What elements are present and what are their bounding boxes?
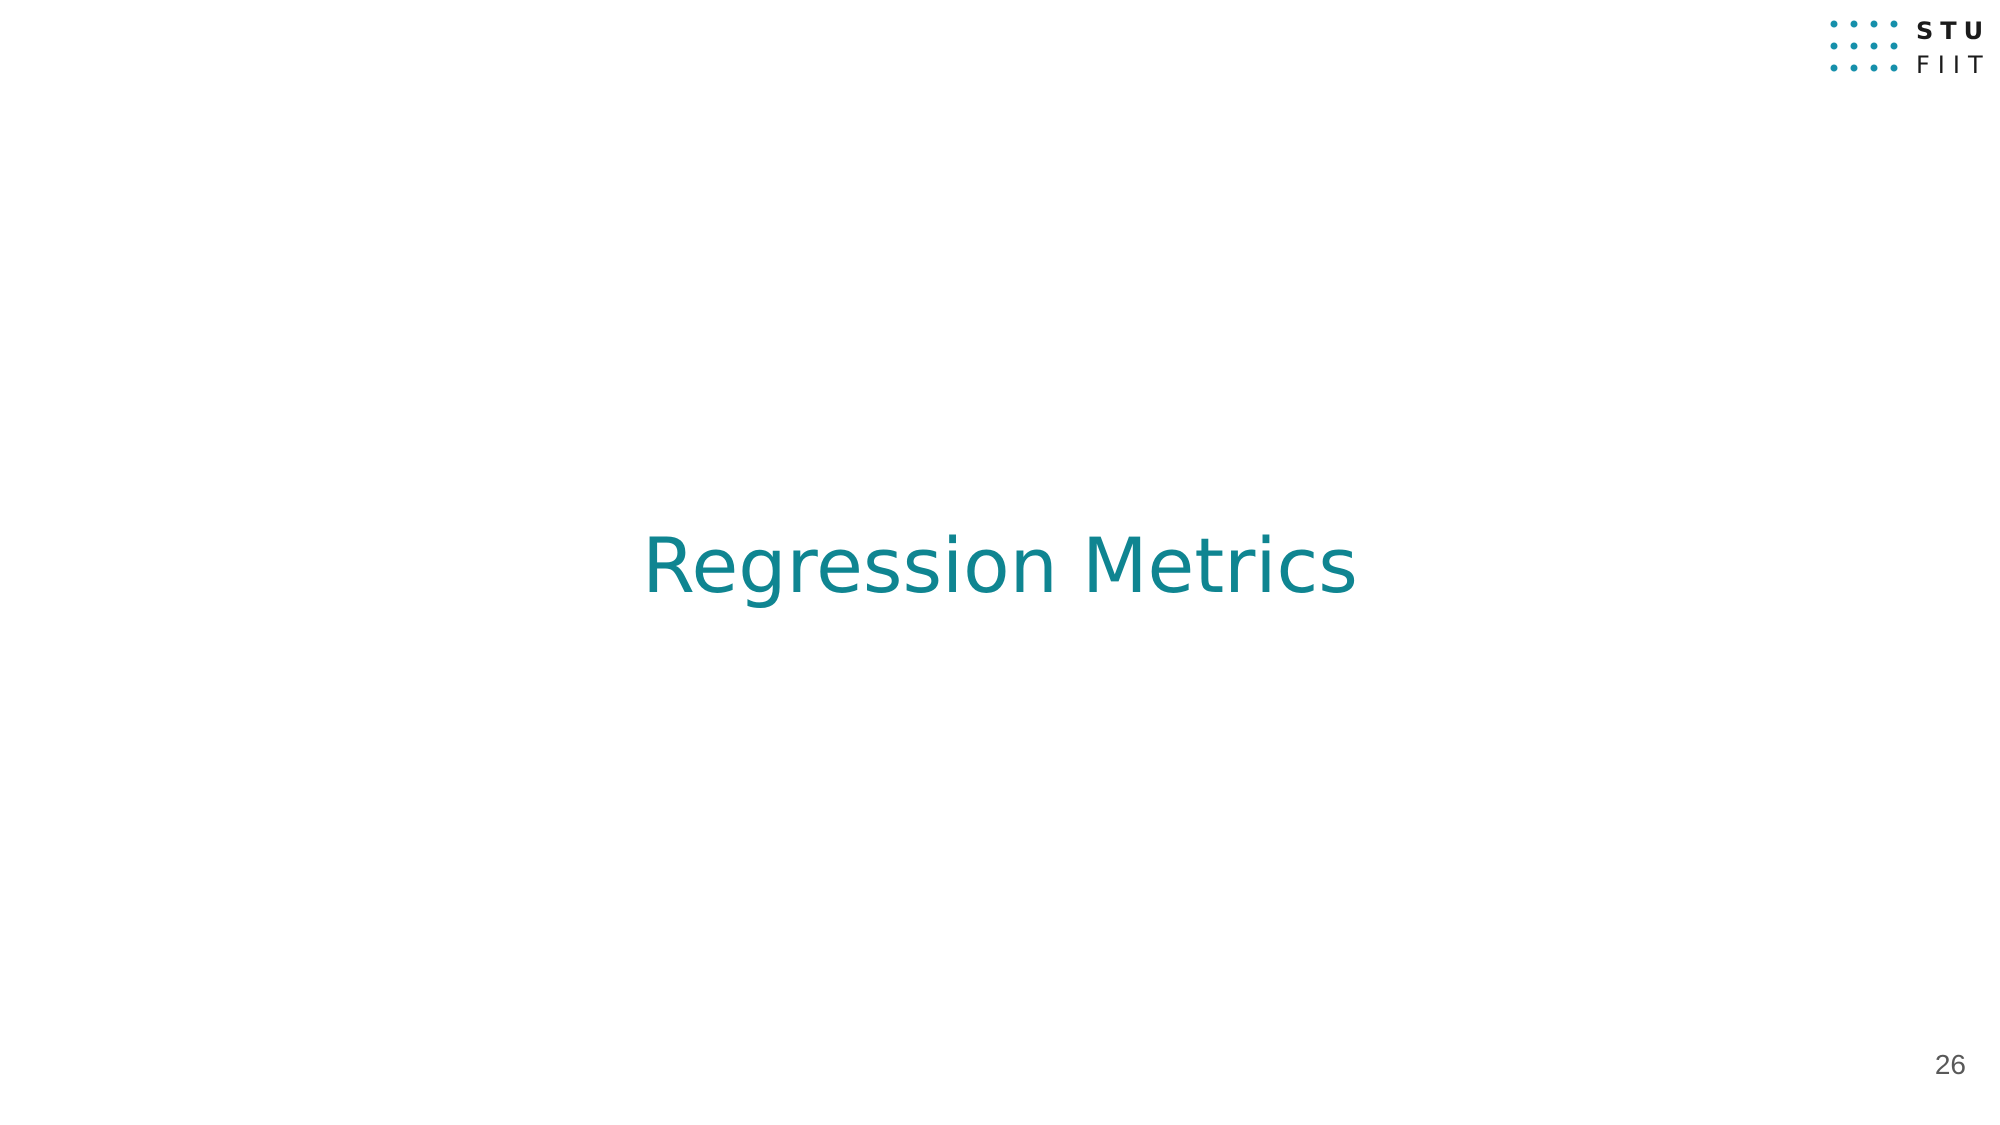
logo-line2: FIIT — [1916, 51, 1991, 79]
stu-fiit-logo: STU FIIT — [1830, 17, 1991, 79]
dot-grid-icon — [1830, 20, 1898, 72]
logo-line1: STU — [1916, 17, 1990, 45]
page-number: 26 — [1934, 1049, 1966, 1080]
slide-title: Regression Metrics — [642, 521, 1358, 610]
